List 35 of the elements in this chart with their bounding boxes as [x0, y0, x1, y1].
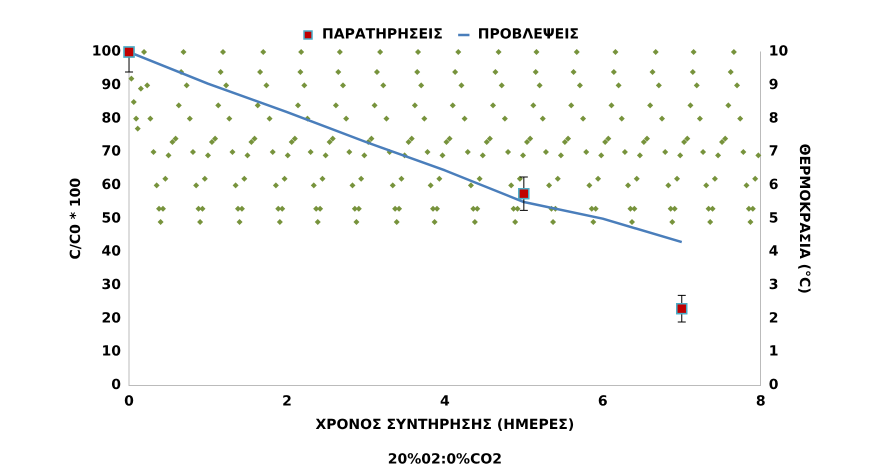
y-tick-label: 0 [111, 377, 122, 394]
y2-tick-label: 2 [768, 310, 778, 326]
y2-tick-label: 0 [768, 377, 779, 394]
y2-tick-label: 9 [768, 76, 778, 93]
y-tick-label: 80 [102, 110, 122, 126]
text: 20%02:0%CO2 [388, 452, 502, 468]
y-axis-title: C/C0 * 100 [68, 178, 84, 260]
x-tick-label: 6 [598, 393, 608, 410]
x-tick-label: 8 [756, 393, 766, 410]
point [518, 188, 530, 200]
x-axis-title: ΧΡΟΝΟΣ ΣΥΝΤΗΡΗΣΗΣ (ΗΜΕΡΕΣ) [315, 417, 574, 434]
y-tick-label: 70 [102, 144, 122, 160]
point [676, 303, 688, 314]
y-tick-label: 100 [92, 44, 122, 60]
y-tick-label: 10 [102, 344, 122, 360]
y-tick-label: 90 [102, 76, 122, 93]
y2-tick-label: 3 [768, 277, 778, 294]
y2-tick-label: 4 [768, 244, 779, 260]
y2-tick-label: 5 [768, 210, 778, 226]
y2-axis-title: ΘΕΡΜΟΚΡΑΣΙΑ (°C) [796, 144, 812, 294]
y-tick-label: 30 [102, 277, 122, 294]
y-tick-label: 20 [102, 310, 122, 326]
y2-tick-label: 7 [768, 144, 778, 160]
y-tick-label: 40 [102, 244, 122, 260]
y2-tick-label: 8 [768, 110, 778, 126]
y-tick-label: 60 [102, 177, 122, 193]
legend-label: ΠΑΡΑΤΗΡΗΣΕΙΣ [322, 26, 443, 43]
x-tick-label: 4 [440, 393, 450, 410]
y2-tick-label: 6 [768, 177, 778, 193]
x-tick-label: 0 [124, 393, 134, 410]
x-tick-label: 2 [282, 393, 292, 410]
y-tick-label: 50 [102, 210, 122, 226]
legend-label: ΠΡΟΒΛΕΨΕΙΣ [478, 26, 579, 43]
y2-tick-label: 10 [768, 44, 788, 60]
y2-tick-label: 1 [768, 344, 778, 360]
